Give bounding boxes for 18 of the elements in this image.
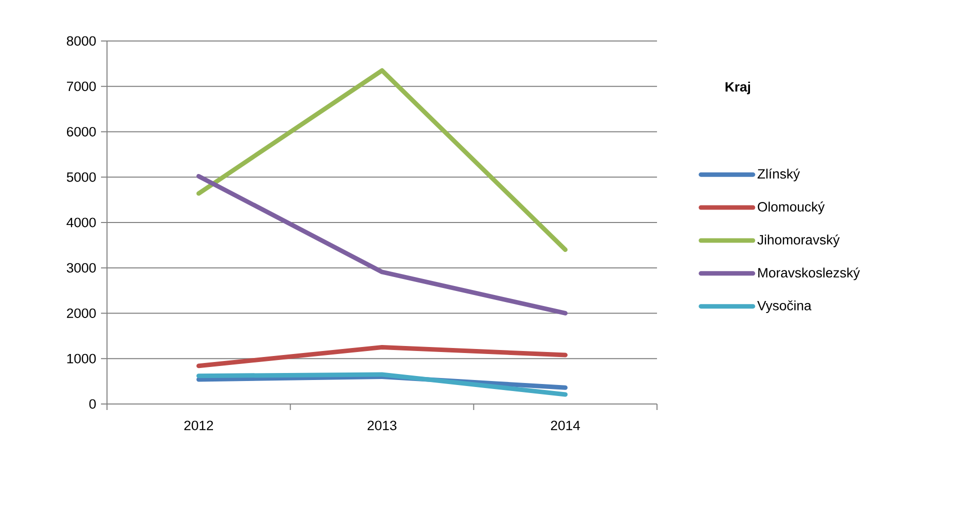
legend-label: Vysočina [757, 300, 812, 314]
y-tick-label: 5000 [66, 172, 96, 182]
legend-title: Kraj [726, 82, 750, 94]
y-tick-label: 4000 [66, 218, 96, 228]
y-tick-label: 2000 [66, 308, 96, 318]
legend-label: Jihomoravský [757, 234, 840, 248]
y-tick-label: 3000 [66, 263, 96, 273]
y-tick-label: 7000 [66, 82, 96, 92]
legend-label: Moravskoslezský [758, 267, 860, 280]
legend-label: Zlínský [758, 168, 800, 182]
y-tick-label: 8000 [66, 36, 96, 46]
y-tick-label: 6000 [66, 126, 96, 137]
x-tick-label: 2013 [368, 420, 396, 430]
y-tick-label: 1000 [67, 354, 96, 364]
y-tick-label: 0 [89, 399, 96, 409]
x-tick-label: 2012 [184, 420, 214, 430]
legend-label: Olomoucký [758, 202, 825, 214]
x-tick-label: 2014 [550, 420, 580, 430]
